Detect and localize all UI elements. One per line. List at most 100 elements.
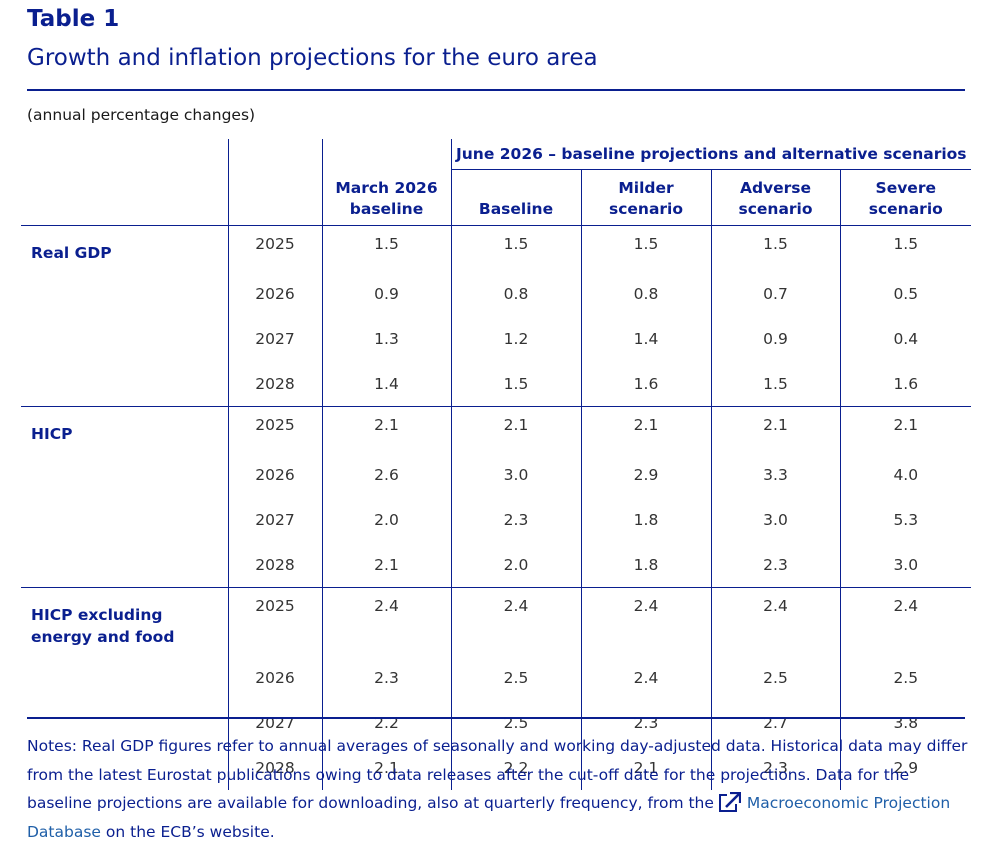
- value-cell: 1.4: [321, 361, 451, 407]
- row-group-label: Real GDP: [31, 244, 112, 262]
- table-row: HICP excluding energy and food 2025 2.4 2.4…: [21, 587, 972, 655]
- notes-divider: [27, 717, 965, 719]
- value-cell: 1.8: [580, 497, 711, 542]
- value-cell: 2.1: [321, 542, 451, 588]
- col-header-adverse: Adverse scenario: [710, 169, 840, 226]
- value-cell: 2.5: [710, 655, 840, 700]
- value-cell: 2.6: [321, 452, 451, 497]
- value-cell: 2.9: [839, 745, 972, 790]
- value-cell: 0.4: [839, 316, 972, 361]
- value-cell: 2.3: [710, 745, 840, 790]
- year-cell: 2025: [227, 587, 322, 655]
- value-cell: 2.5: [450, 655, 581, 700]
- year-cell: 2025: [227, 406, 322, 452]
- table-row: HICP 2025 2.1 2.1 2.1 2.1 2.1: [21, 406, 972, 452]
- value-cell: 2.1: [580, 406, 711, 452]
- table-title: Table 1: [27, 6, 120, 32]
- year-cell: 2026: [227, 655, 322, 700]
- value-cell: 0.8: [580, 271, 711, 316]
- value-cell: 0.9: [321, 271, 451, 316]
- value-cell: 0.5: [839, 271, 972, 316]
- units-note: (annual percentage changes): [27, 106, 256, 124]
- value-cell: 3.0: [450, 452, 581, 497]
- value-cell: 2.3: [580, 700, 711, 745]
- value-cell: 1.8: [580, 542, 711, 588]
- value-cell: 1.5: [450, 225, 581, 271]
- table-row: 2027 2.2 2.5 2.3 2.7 3.8: [21, 700, 972, 745]
- table-row: 2026 2.3 2.5 2.4 2.5 2.5: [21, 655, 972, 700]
- value-cell: 2.4: [710, 587, 840, 655]
- value-cell: 2.9: [580, 452, 711, 497]
- value-cell: 2.3: [450, 497, 581, 542]
- value-cell: 1.5: [580, 225, 711, 271]
- value-cell: 1.4: [580, 316, 711, 361]
- year-cell: 2028: [227, 542, 322, 588]
- title-divider: [27, 89, 965, 91]
- table-subtitle: Growth and inflation projections for the…: [27, 45, 598, 71]
- table-row: 2028 2.1 2.2 2.1 2.3 2.9: [21, 745, 972, 790]
- row-group-label: HICP excluding energy and food: [21, 587, 228, 655]
- value-cell: 3.0: [710, 497, 840, 542]
- value-cell: 1.6: [580, 361, 711, 407]
- notes-paragraph: Notes: Real GDP figures refer to annual …: [27, 732, 972, 846]
- value-cell: 2.2: [321, 700, 451, 745]
- value-cell: 2.3: [710, 542, 840, 588]
- value-cell: 3.3: [710, 452, 840, 497]
- value-cell: 0.8: [450, 271, 581, 316]
- value-cell: 1.5: [450, 361, 581, 407]
- value-cell: 2.1: [710, 406, 840, 452]
- row-group-label: HICP: [21, 406, 228, 452]
- value-cell: 2.1: [839, 406, 972, 452]
- value-cell: 2.1: [580, 745, 711, 790]
- value-cell: 2.7: [710, 700, 840, 745]
- year-cell: 2027: [227, 497, 322, 542]
- year-cell: 2026: [227, 452, 322, 497]
- scenario-group-header: June 2026 – baseline projections and alt…: [450, 139, 972, 170]
- notes-text: Notes: Real GDP figures refer to annual …: [27, 737, 968, 812]
- value-cell: 2.1: [321, 406, 451, 452]
- table-row: 2026 0.9 0.8 0.8 0.7 0.5: [21, 271, 972, 316]
- col-header-milder: Milder scenario: [580, 169, 711, 226]
- value-cell: 1.2: [450, 316, 581, 361]
- value-cell: 1.5: [710, 361, 840, 407]
- value-cell: 4.0: [839, 452, 972, 497]
- value-cell: 1.5: [321, 225, 451, 271]
- table-row: 2027 2.0 2.3 1.8 3.0 5.3: [21, 497, 972, 542]
- value-cell: 2.3: [321, 655, 451, 700]
- value-cell: 1.6: [839, 361, 972, 407]
- value-cell: 2.0: [321, 497, 451, 542]
- value-cell: 2.2: [450, 745, 581, 790]
- year-cell: 2028: [227, 361, 322, 407]
- value-cell: 2.5: [839, 655, 972, 700]
- table-header: June 2026 – baseline projections and alt…: [21, 139, 972, 226]
- projections-table: June 2026 – baseline projections and alt…: [21, 139, 972, 790]
- value-cell: 0.7: [710, 271, 840, 316]
- table-row: 2028 1.4 1.5 1.6 1.5 1.6: [21, 361, 972, 407]
- year-cell: 2025: [227, 225, 322, 271]
- external-link-icon[interactable]: [718, 791, 742, 812]
- value-cell: 1.5: [710, 225, 840, 271]
- value-cell: 2.1: [321, 745, 451, 790]
- table-body: Real GDP 2025 1.5 1.5 1.5 1.5 1.5 2026 0.9 0.8 0.8…: [21, 225, 972, 790]
- col-header-march-baseline: March 2026 baseline: [321, 169, 451, 226]
- table-row: 2026 2.6 3.0 2.9 3.3 4.0: [21, 452, 972, 497]
- value-cell: 2.4: [450, 587, 581, 655]
- value-cell: 2.4: [839, 587, 972, 655]
- value-cell: 3.0: [839, 542, 972, 588]
- value-cell: 1.5: [839, 225, 972, 271]
- value-cell: 2.1: [450, 406, 581, 452]
- value-cell: 0.9: [710, 316, 840, 361]
- value-cell: 2.4: [580, 655, 711, 700]
- value-cell: 2.4: [580, 587, 711, 655]
- table-row: 2028 2.1 2.0 1.8 2.3 3.0: [21, 542, 972, 588]
- value-cell: 1.3: [321, 316, 451, 361]
- table-row: 2027 1.3 1.2 1.4 0.9 0.4: [21, 316, 972, 361]
- year-cell: 2028: [227, 745, 322, 790]
- projection-database-link[interactable]: Macroeconomic Projection Database: [27, 794, 951, 841]
- value-cell: 5.3: [839, 497, 972, 542]
- notes-suffix: on the ECB’s website.: [105, 822, 275, 841]
- value-cell: 2.0: [450, 542, 581, 588]
- col-header-baseline: Baseline: [450, 169, 581, 226]
- year-cell: 2026: [227, 271, 322, 316]
- year-cell: 2027: [227, 316, 322, 361]
